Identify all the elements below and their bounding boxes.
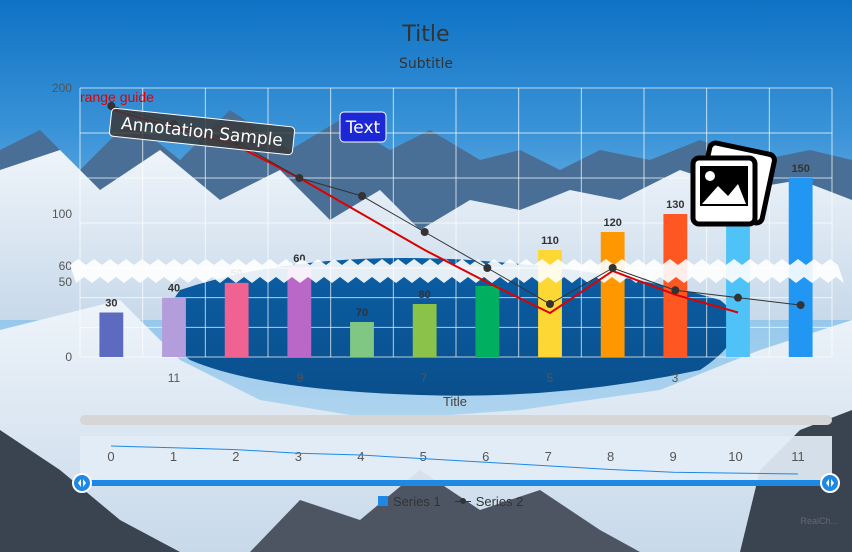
navigator-label: 5 <box>420 449 427 464</box>
legend-swatch-series-2 <box>454 496 471 506</box>
chart-subtitle: Subtitle <box>398 56 454 72</box>
annotation-sample: Annotation Sample <box>108 107 296 156</box>
navigator-right-handle[interactable] <box>820 473 840 493</box>
series-2-point <box>107 102 116 110</box>
bar-data-label: 70 <box>356 307 368 319</box>
bar <box>663 214 688 357</box>
bar <box>224 282 249 357</box>
y-tick-label: 200 <box>52 81 72 95</box>
x-axis-ticks: 11 9 7 5 3 <box>168 371 679 385</box>
navigator-series-line <box>110 445 799 475</box>
bar <box>287 268 312 357</box>
series-2-point <box>671 286 680 295</box>
bar <box>600 232 625 357</box>
bar-data-label: 40 <box>168 283 180 295</box>
bar-data-label: 130 <box>666 199 684 211</box>
x-tick-label: 9 <box>297 371 304 385</box>
bar-data-label: 120 <box>603 217 621 229</box>
x-tick-label: 5 <box>547 371 554 385</box>
y-tick-label: 100 <box>52 207 72 221</box>
navigator-label: 2 <box>232 449 239 464</box>
navigator-label: 8 <box>607 449 614 464</box>
image-icon <box>690 140 777 227</box>
navigator-label: 9 <box>669 449 676 464</box>
series-2-point <box>358 192 366 200</box>
chart-legend: Series 1 Series 2 <box>378 491 523 511</box>
scrollbar-track[interactable] <box>80 415 832 425</box>
chart-title: Title <box>402 22 450 47</box>
navigator-left-handle[interactable] <box>72 473 92 493</box>
series-2-point <box>483 264 492 272</box>
series-2-point <box>546 300 554 308</box>
navigator-label: 6 <box>482 449 489 464</box>
x-tick-label: 7 <box>421 371 428 385</box>
series-2-point <box>420 228 429 236</box>
legend-item-series-1[interactable]: Series 1 <box>378 494 441 509</box>
y-tick-label: 60 <box>59 259 73 273</box>
legend-label-series-2: Series 2 <box>475 493 524 509</box>
legend-label-series-1: Series 1 <box>393 493 441 509</box>
navigator-range-bar[interactable] <box>80 480 832 486</box>
navigator-background <box>80 436 832 482</box>
legend-swatch-series-1 <box>378 496 388 506</box>
bar-data-label: 110 <box>541 235 559 247</box>
navigator-labels: 0 1 2 3 4 5 6 7 8 9 10 11 <box>107 449 804 464</box>
bar <box>412 304 437 357</box>
y-tick-label: 50 <box>59 275 73 289</box>
bar <box>99 312 124 357</box>
bar-data-label: 80 <box>419 289 431 301</box>
legend-item-series-2[interactable]: Series 2 <box>454 493 524 509</box>
bar <box>162 297 186 357</box>
navigator-label: 1 <box>170 449 177 464</box>
bar-data-label: 30 <box>105 298 117 310</box>
y-tick-label: 0 <box>65 350 72 364</box>
x-axis-title: Title <box>443 394 467 409</box>
text-annotation-label: Text <box>345 118 381 138</box>
range-guide-label: range guide <box>80 89 154 105</box>
navigator-label: 11 <box>791 449 805 464</box>
x-tick-label: 3 <box>672 371 679 385</box>
series-2-point <box>295 174 304 182</box>
navigator-label: 4 <box>357 449 364 464</box>
x-tick-label: 11 <box>168 371 181 385</box>
bar-data-label: 150 <box>791 163 809 175</box>
navigator-label: 0 <box>107 449 114 464</box>
navigator-label: 3 <box>295 449 302 464</box>
bar <box>350 322 374 357</box>
navigator-label: 7 <box>545 449 552 464</box>
credits-text: RealCh... <box>800 516 838 526</box>
y-axis-ticks: 200 100 60 50 0 <box>52 81 72 364</box>
series-2-point <box>734 293 742 302</box>
text-annotation: Text <box>339 111 387 143</box>
series-2-point <box>796 301 805 310</box>
bar <box>475 286 500 357</box>
axis-break-band <box>70 259 844 283</box>
navigator-label: 10 <box>728 449 742 464</box>
series-2-point <box>608 264 617 272</box>
axis-break <box>70 259 844 283</box>
